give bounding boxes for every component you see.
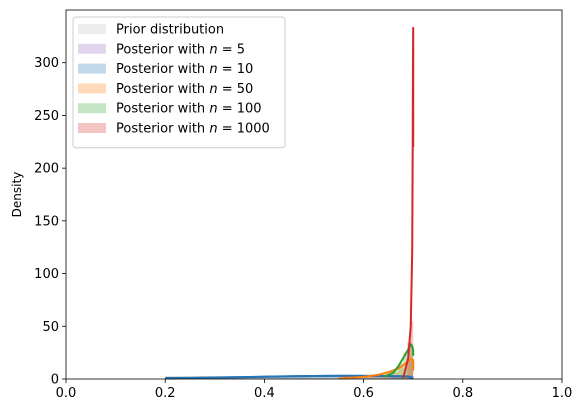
- legend-label-prefix: Posterior with: [116, 42, 209, 57]
- y-tick-label: 150: [34, 214, 59, 229]
- hist-bar-series-3-3: [408, 361, 414, 379]
- legend-label-value: = 100: [218, 102, 262, 117]
- hist-bar-series-3-2: [398, 367, 409, 379]
- legend-swatch: [78, 123, 106, 133]
- legend-label-prefix: Posterior with: [116, 122, 209, 137]
- legend-label-prefix: Posterior with: [116, 82, 209, 97]
- legend-label-variable: n: [209, 122, 217, 137]
- legend-label: Posterior with n = 5: [116, 42, 245, 57]
- hist-bar-series-4-0: [390, 370, 399, 379]
- hist-bar-series-4-3: [408, 344, 414, 379]
- legend-label: Posterior with n = 10: [116, 62, 253, 77]
- hist-bar-series-0-0: [165, 376, 414, 379]
- hist-bar-series-4-1: [398, 363, 404, 379]
- hist-bar-series-2-2: [264, 376, 314, 379]
- x-axis: 0.0 0.2 0.4 0.6 0.8 1.0: [56, 379, 573, 401]
- x-tick-label: 0.8: [452, 386, 473, 401]
- density-curve-series-5: [402, 26, 415, 379]
- density-curve-series-3: [338, 357, 415, 380]
- legend-label: Posterior with n = 50: [116, 82, 253, 97]
- legend-swatch: [78, 24, 106, 34]
- legend-label-prefix: Prior distribution: [116, 23, 224, 38]
- legend-label-variable: n: [209, 82, 217, 97]
- legend-label-value: = 50: [218, 82, 254, 97]
- legend-swatch: [78, 103, 106, 114]
- y-tick-label: 300: [34, 56, 59, 71]
- legend-swatch: [78, 43, 106, 54]
- legend-label: Posterior with n = 100: [116, 102, 262, 117]
- plot-frame: [65, 9, 563, 380]
- y-tick-label: 250: [34, 109, 59, 124]
- legend-label-prefix: Posterior with: [116, 102, 209, 117]
- legend-label: Prior distribution: [116, 23, 224, 38]
- x-tick-label: 0.2: [155, 386, 176, 401]
- legend-label-variable: n: [209, 102, 217, 117]
- x-tick-label: 0.0: [56, 386, 77, 401]
- y-axis: 0 50 100 150 200 250 300: [34, 56, 66, 388]
- density-curve-series-2: [165, 374, 414, 380]
- hist-bar-series-5-1: [410, 321, 414, 379]
- legend-label-value: = 10: [218, 62, 254, 77]
- x-tick-label: 0.6: [353, 386, 374, 401]
- x-tick-label: 1.0: [552, 386, 573, 401]
- density-curves-layer: [165, 26, 415, 380]
- x-tick-label: 0.4: [254, 386, 275, 401]
- y-tick-label: 100: [34, 267, 59, 282]
- y-tick-label: 0: [51, 373, 59, 388]
- y-tick-label: 50: [42, 320, 59, 335]
- legend-label: Posterior with n = 1000: [116, 122, 270, 137]
- y-tick-label: 200: [34, 162, 59, 177]
- legend-label-variable: n: [209, 42, 217, 57]
- legend-swatch: [78, 63, 106, 74]
- legend-label-prefix: Posterior with: [116, 62, 209, 77]
- legend-box: [72, 16, 286, 149]
- y-axis-title: Density: [10, 172, 24, 218]
- legend-label-value: = 1000: [218, 122, 270, 137]
- legend-label-variable: n: [209, 62, 217, 77]
- legend-label-value: = 5: [218, 42, 245, 57]
- legend-swatch: [78, 83, 106, 94]
